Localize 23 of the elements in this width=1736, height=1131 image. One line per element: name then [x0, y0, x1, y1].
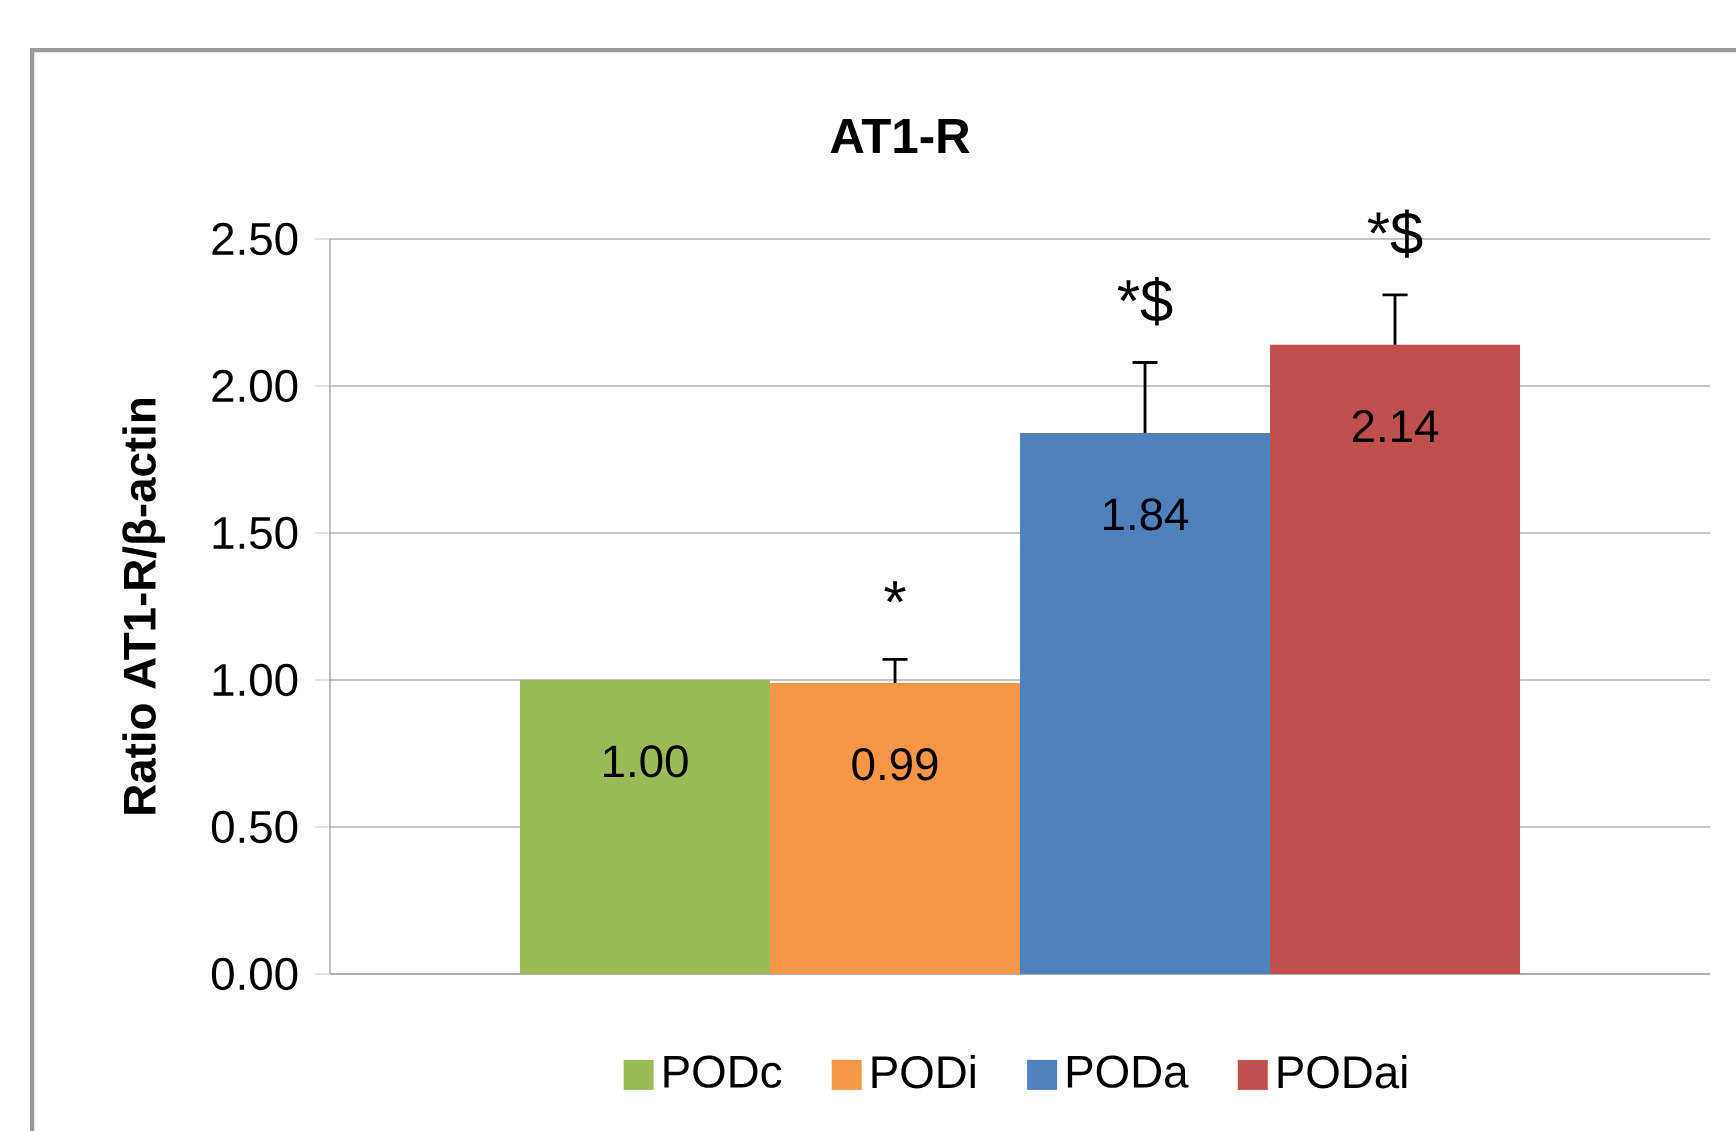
- y-tick-label: 1.00: [213, 663, 298, 697]
- annotation: *$: [1367, 209, 1423, 258]
- y-tick-label: 0.50: [211, 810, 298, 844]
- data-label: 2.14: [1352, 409, 1439, 442]
- legend-label: PODa: [1067, 1055, 1189, 1088]
- annotation: *: [884, 581, 906, 603]
- annotation: *$: [1117, 277, 1173, 326]
- chart-title: AT1-R: [830, 119, 970, 153]
- data-label: 1.84: [1104, 498, 1189, 531]
- y-tick-label: 0.00: [211, 957, 298, 991]
- data-label: 0.99: [852, 748, 938, 781]
- bar: [520, 680, 771, 975]
- data-label: 1.00: [604, 745, 688, 778]
- bar: [1020, 433, 1271, 975]
- y-tick-label: 2.00: [212, 369, 298, 403]
- legend-label: PODc: [664, 1055, 782, 1088]
- legend-label: PODai: [1278, 1054, 1407, 1089]
- y-tick-label: 2.50: [212, 222, 298, 256]
- y-tick-label: 1.50: [213, 516, 298, 550]
- bar: [770, 682, 1021, 975]
- bar: [1270, 344, 1521, 975]
- y-axis-title: Ratio AT1-R/β-actin: [122, 399, 165, 814]
- legend-label: PODi: [872, 1054, 975, 1089]
